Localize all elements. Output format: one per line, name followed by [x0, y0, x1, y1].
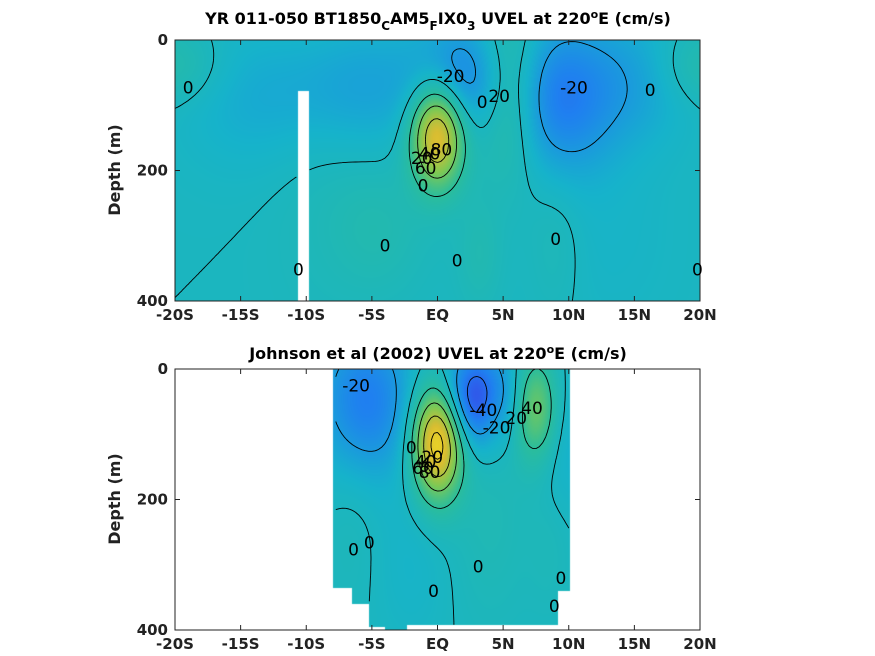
contour-line-20: [408, 93, 466, 197]
contour-label: -20: [560, 79, 588, 99]
x-tick-label: 20N: [683, 635, 716, 653]
upper-panel: YR 011-050 BT1850CAM5FIX03 UVEL at 220oE…: [105, 8, 717, 324]
lower-title-end: E (cm/s): [554, 344, 627, 363]
x-tick-label: EQ: [426, 306, 449, 324]
velocity-field: [175, 40, 700, 301]
contour-label: 0: [452, 252, 463, 272]
upper-title-mid2: IX0: [438, 9, 467, 28]
contour-line-0: [174, 39, 701, 302]
contour-label: 40: [521, 399, 543, 419]
contour-label: 0: [555, 569, 566, 589]
contour-label: 0: [692, 261, 703, 281]
contour-label: 0: [364, 534, 375, 554]
contour-label: 0: [428, 582, 439, 602]
x-tick-label: 10N: [552, 306, 585, 324]
contour-label: 80: [431, 141, 453, 161]
contour-line-neg20: [451, 41, 628, 153]
contour-line-60: [425, 118, 450, 163]
upper-title-sub1: C: [381, 19, 390, 33]
y-tick-label: 400: [137, 621, 168, 639]
contour-label: 20: [421, 448, 443, 468]
x-tick-label: -10S: [287, 635, 325, 653]
contour-label: 0: [348, 541, 359, 561]
contour-line-neg40: [466, 376, 488, 414]
contour-line-20: [411, 368, 552, 509]
upper-title-sub3: 3: [467, 19, 475, 33]
upper-title-degree: o: [591, 8, 599, 21]
x-tick-label: 5N: [492, 306, 515, 324]
contour-label: 0: [380, 237, 391, 257]
contour-label: -20: [342, 376, 370, 396]
x-tick-label: -10S: [287, 306, 325, 324]
contour-label: 0: [477, 93, 488, 113]
contour-label: 40: [419, 145, 441, 165]
x-tick-label: -15S: [222, 635, 260, 653]
y-tick-label: 200: [137, 491, 168, 509]
lower-y-axis-label: Depth (m): [105, 453, 124, 545]
contour-label: 20: [488, 87, 510, 107]
contour-label: 0: [473, 558, 484, 578]
contour-label: 20: [505, 409, 527, 429]
x-tick-label: -20S: [156, 306, 194, 324]
upper-y-axis-label: Depth (m): [105, 124, 124, 216]
contour-label: -20: [483, 419, 511, 439]
lower-title-degree: o: [547, 343, 555, 356]
contour-label: 60: [412, 459, 434, 479]
contour-label: 60: [415, 159, 437, 179]
x-tick-label: -15S: [222, 306, 260, 324]
x-tick-label: 10N: [552, 635, 585, 653]
contour-label: 0: [406, 438, 417, 458]
x-tick-label: -5S: [358, 635, 385, 653]
y-tick-label: 200: [137, 162, 168, 180]
y-tick-label: 400: [137, 292, 168, 310]
y-tick-label: 0: [158, 360, 168, 378]
contour-label: -20: [437, 67, 465, 87]
upper-title-sub2: F: [430, 19, 438, 33]
x-tick-label: -5S: [358, 306, 385, 324]
x-tick-label: 20N: [683, 306, 716, 324]
upper-title-end: E (cm/s): [598, 9, 671, 28]
lower-title: Johnson et al (2002) UVEL at 220oE (cm/s…: [248, 343, 627, 363]
contour-label: 0: [293, 261, 304, 281]
x-tick-label: 15N: [618, 635, 651, 653]
x-tick-label: -20S: [156, 635, 194, 653]
contour-label: 20: [411, 149, 433, 169]
y-tick-label: 0: [158, 31, 168, 49]
contour-label: -40: [470, 401, 498, 421]
contour-label: 0: [549, 597, 560, 617]
x-tick-label: 5N: [492, 635, 515, 653]
x-tick-label: EQ: [426, 635, 449, 653]
contour-line-40: [417, 402, 457, 492]
contour-line-60: [423, 415, 451, 478]
lower-title-main: Johnson et al (2002) UVEL at 220: [248, 344, 546, 363]
upper-title: YR 011-050 BT1850CAM5FIX03 UVEL at 220oE…: [204, 8, 671, 33]
contour-label: 80: [419, 463, 441, 483]
x-tick-label: 15N: [618, 306, 651, 324]
contour-label: 0: [418, 177, 429, 197]
lower-panel: Johnson et al (2002) UVEL at 220oE (cm/s…: [105, 343, 717, 653]
contour-line-40: [417, 105, 458, 179]
contour-label: 0: [183, 79, 194, 99]
contour-label: 40: [415, 453, 437, 473]
velocity-field: [175, 369, 700, 630]
upper-title-mid1: AM5: [390, 9, 429, 28]
contour-label: 0: [550, 230, 561, 250]
contour-line-neg20: [335, 368, 504, 452]
contour-line-0: [335, 368, 570, 625]
contour-line-80: [430, 431, 444, 460]
upper-title-mid3: UVEL at 220: [476, 9, 591, 28]
upper-title-main: YR 011-050 BT1850: [204, 9, 381, 28]
contour-label: 0: [645, 81, 656, 101]
